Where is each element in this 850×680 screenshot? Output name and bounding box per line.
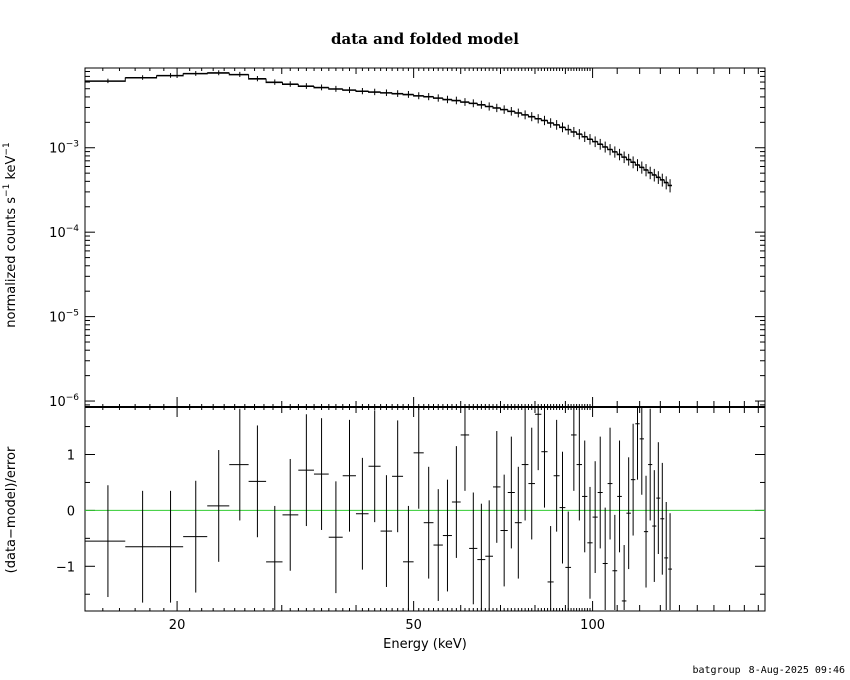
residual-panel: 20 50 100 1 0 −1	[56, 406, 766, 633]
model-step-line	[85, 72, 672, 187]
tick-exponent: −4	[66, 224, 80, 234]
footer-stamp: batgroup 8-Aug-2025 09:46	[693, 665, 846, 676]
spectrum-marks	[85, 70, 672, 193]
footer-program: batgroup	[693, 665, 741, 676]
x-tick-label: 50	[405, 618, 422, 633]
tick-exponent: −6	[66, 393, 80, 403]
top-y-label-exp-a: −1	[2, 184, 12, 197]
tick-base: 10	[49, 311, 66, 326]
bottom-y-tick-label: −1	[56, 560, 75, 575]
top-y-tick-label: 10−5	[49, 309, 79, 326]
x-tick-label: 100	[580, 618, 605, 633]
tick-base: 10	[49, 226, 66, 241]
top-y-tick-label: 10−3	[49, 140, 79, 157]
top-y-axis-label: normalized counts s−1 keV−1	[2, 142, 19, 327]
top-y-tick-label: 10−4	[49, 224, 79, 241]
residual-marks	[85, 408, 672, 610]
x-axis-label: Energy (keV)	[383, 637, 467, 652]
top-y-label-exp-b: −1	[2, 142, 12, 155]
bottom-y-tick-label: 0	[67, 504, 75, 519]
top-y-label-mid: keV	[4, 155, 19, 183]
bottom-y-tick-label: 1	[67, 449, 75, 464]
spectrum-panel: 10−310−410−510−6	[49, 67, 766, 410]
bottom-y-axis-label: (data−model)/error	[4, 446, 19, 573]
spectrum-ticks: 10−310−410−510−6	[49, 68, 765, 410]
chart-title: data and folded model	[331, 30, 519, 48]
tick-exponent: −3	[66, 140, 79, 150]
tick-base: 10	[49, 142, 66, 157]
x-tick-label: 20	[169, 618, 186, 633]
residual-frame	[84, 406, 766, 612]
tick-base: 10	[49, 395, 66, 410]
tick-exponent: −5	[66, 309, 79, 319]
spectrum-frame	[84, 67, 766, 408]
footer-timestamp: 8-Aug-2025 09:46	[749, 665, 845, 676]
top-y-label-main: normalized counts s	[4, 197, 19, 328]
top-y-tick-label: 10−6	[49, 393, 79, 410]
